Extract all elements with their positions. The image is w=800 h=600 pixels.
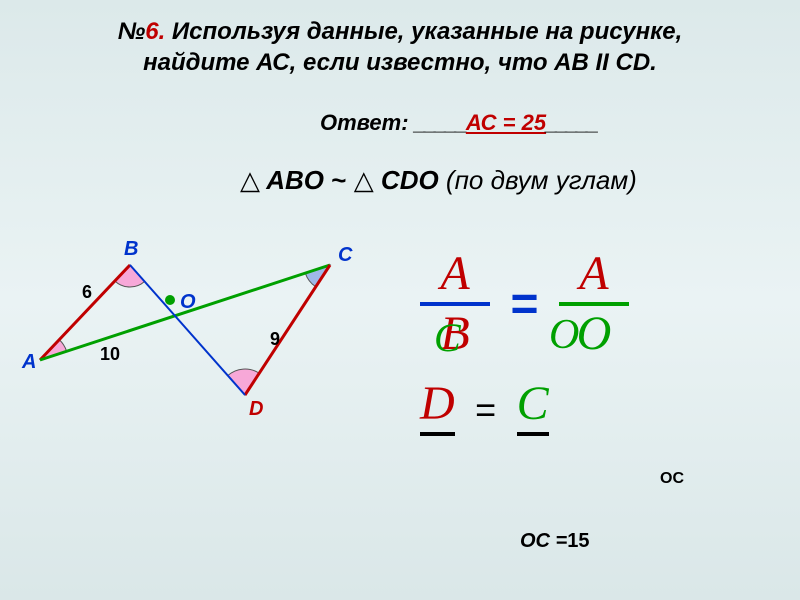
svg-text:A: A: [21, 351, 36, 373]
triangle-symbol-1: △: [240, 165, 260, 195]
triangle-symbol-2: △: [354, 165, 374, 195]
svg-text:D: D: [249, 398, 263, 420]
equals-2: =: [475, 389, 496, 431]
svg-text:9: 9: [270, 329, 280, 349]
task-number: 6.: [145, 18, 165, 45]
tilde: ~: [331, 165, 353, 195]
frac-right-overlay: O: [549, 314, 579, 356]
number-sign: №: [118, 18, 146, 45]
similarity-statement: △ ABO ~ △ CDO (по двум углам): [240, 165, 637, 196]
task-text: №6. Используя данные, указанные на рисун…: [0, 16, 800, 78]
answer-value: АС = 25: [466, 110, 546, 135]
triangle-2: CDO: [374, 165, 446, 195]
frac2-right: C: [517, 380, 549, 440]
frac2-left-top: D: [420, 380, 455, 428]
frac-left-overlay: C: [434, 318, 461, 358]
svg-text:C: C: [338, 244, 353, 266]
frac-left-bar: [420, 302, 490, 306]
oc-result-label: ОС =: [520, 530, 567, 552]
oc-result: ОС =15: [520, 530, 590, 553]
similarity-note: (по двум углам): [446, 165, 637, 195]
frac2-right-bar: [517, 432, 549, 436]
frac-right: A O O: [559, 250, 629, 358]
svg-text:10: 10: [100, 344, 120, 364]
proportion-1: A B C = A O O: [420, 250, 780, 370]
equals-1: =: [510, 277, 538, 332]
frac-left: A B C: [420, 250, 490, 358]
geometry-diagram: 6 10 9 A B O C D: [20, 230, 380, 430]
frac-right-top: A: [559, 250, 629, 298]
frac2-right-top: C: [517, 380, 549, 428]
answer-line: Ответ: _____АС = 25_____: [320, 110, 597, 136]
slide: №6. Используя данные, указанные на рисун…: [0, 0, 800, 600]
svg-text:6: 6: [82, 282, 92, 302]
oc-result-value: 15: [567, 530, 589, 552]
frac2-left: D: [420, 380, 455, 440]
svg-text:O: O: [180, 291, 196, 313]
triangle-1: ABO: [260, 165, 331, 195]
answer-pad-left: _____: [415, 110, 466, 135]
answer-pad-right: _____: [546, 110, 597, 135]
oc-small-label: OC: [660, 470, 684, 488]
frac-left-top: A: [420, 250, 490, 298]
answer-label: Ответ:: [320, 110, 415, 135]
task-line2: найдите АС, если известно, что AB II CD.: [143, 49, 657, 76]
svg-text:B: B: [124, 238, 138, 260]
frac2-left-bar: [420, 432, 455, 436]
proportion-2: D = C: [420, 380, 780, 500]
frac-right-bar: [559, 302, 629, 306]
task-line1: Используя данные, указанные на рисунке,: [165, 18, 682, 45]
